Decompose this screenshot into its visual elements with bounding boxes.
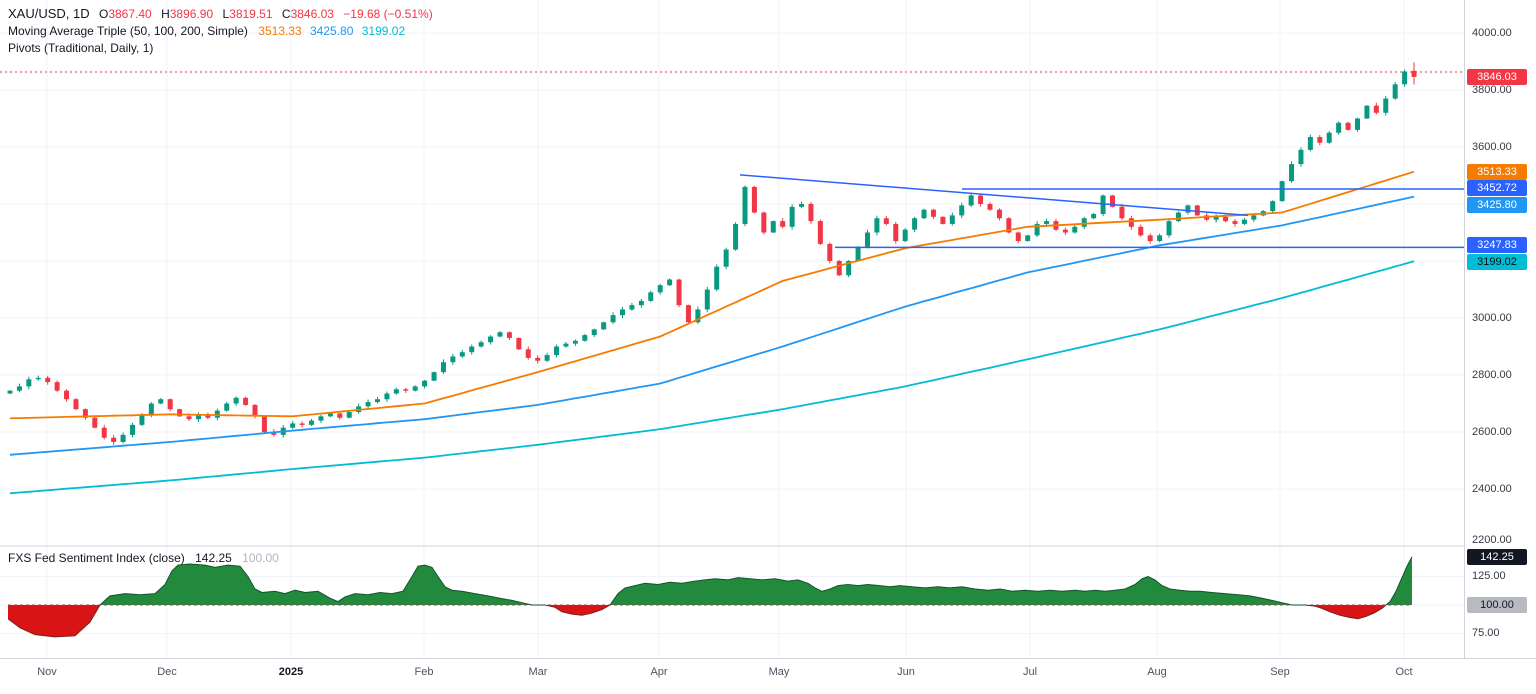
price-axis-label: 75.00 xyxy=(1472,627,1500,639)
sentiment-value: 142.25 xyxy=(195,551,232,565)
price-axis-badge: 3247.83 xyxy=(1467,237,1527,253)
ohlc-h-value: 3896.90 xyxy=(169,7,214,21)
price-axis-badge: 3199.02 xyxy=(1467,254,1527,270)
price-axis-label: 4000.00 xyxy=(1472,27,1512,39)
sentiment-study-title[interactable]: FXS Fed Sentiment Index (close) xyxy=(8,551,185,565)
price-axis-label: 2800.00 xyxy=(1472,369,1512,381)
price-axis-badge: 3425.80 xyxy=(1467,197,1527,213)
time-axis-label: Dec xyxy=(157,666,177,678)
price-axis-label: 3000.00 xyxy=(1472,312,1512,324)
time-axis-label: Aug xyxy=(1147,666,1167,678)
ma-legend-row: Moving Average Triple (50, 100, 200, Sim… xyxy=(8,23,433,40)
ohlc-l-value: 3819.51 xyxy=(229,7,273,21)
price-axis-badge: 3513.33 xyxy=(1467,164,1527,180)
ma200-value: 3199.02 xyxy=(361,24,406,38)
price-axis-label: 2600.00 xyxy=(1472,426,1512,438)
symbol-legend-row: XAU/USD, 1D O3867.40 H3896.90 L3819.51 C… xyxy=(8,5,433,23)
price-axis-badge: 3452.72 xyxy=(1467,180,1527,196)
price-axis-label: 2200.00 xyxy=(1472,534,1512,546)
ohlc-c-label: C xyxy=(281,7,291,21)
price-axis[interactable]: 4000.00 3800.00 3600.00 3000.00 2800.00 2600.… xyxy=(1464,0,1536,658)
price-axis-badge: 3846.03 xyxy=(1467,69,1527,85)
ma-study-title[interactable]: Moving Average Triple (50, 100, 200, Sim… xyxy=(8,24,248,38)
sentiment-area xyxy=(7,556,1413,638)
time-axis-label: 2025 xyxy=(278,666,304,678)
ohlc-h-label: H xyxy=(161,7,170,21)
sentiment-legend: FXS Fed Sentiment Index (close) 142.25 1… xyxy=(8,551,279,565)
ma-line xyxy=(9,170,1415,420)
main-legend: XAU/USD, 1D O3867.40 H3896.90 L3819.51 C… xyxy=(8,5,433,57)
time-axis-label: Mar xyxy=(528,666,548,678)
time-axis[interactable]: Nov Dec 2025 Feb Mar Apr May Jun Jul Aug Sep Oct xyxy=(0,658,1536,694)
ma-line xyxy=(9,195,1415,456)
price-axis-label: 3800.00 xyxy=(1472,84,1512,96)
price-axis-label: 125.00 xyxy=(1472,570,1506,582)
price-change: −19.68 (−0.51%) xyxy=(343,7,433,21)
price-axis-badge: 142.25 xyxy=(1467,549,1527,565)
ma50-value: 3513.33 xyxy=(258,24,302,38)
time-axis-label: May xyxy=(768,666,790,678)
sentiment-baseline-value: 100.00 xyxy=(242,551,279,565)
time-axis-label: Jun xyxy=(897,666,915,678)
price-axis-label: 2400.00 xyxy=(1472,483,1512,495)
symbol-title[interactable]: XAU/USD, 1D xyxy=(8,6,90,21)
ohlc-l-label: L xyxy=(222,7,230,21)
trendlines[interactable] xyxy=(739,174,1464,249)
ohlc-o-value: 3867.40 xyxy=(108,7,152,21)
pivots-legend-row: Pivots (Traditional, Daily, 1) xyxy=(8,40,433,57)
ma100-value: 3425.80 xyxy=(310,24,354,38)
price-axis-label: 3600.00 xyxy=(1472,141,1512,153)
moving-average-lines xyxy=(9,170,1415,495)
time-axis-label: Oct xyxy=(1395,666,1413,678)
time-axis-label: Feb xyxy=(414,666,434,678)
candles-layer xyxy=(7,62,1417,445)
time-axis-label: Nov xyxy=(37,666,57,678)
price-chart-canvas[interactable] xyxy=(0,0,1464,658)
time-axis-label: Apr xyxy=(650,666,668,678)
time-axis-label: Sep xyxy=(1270,666,1290,678)
ohlc-c-value: 3846.03 xyxy=(290,7,334,21)
ma-line xyxy=(9,260,1415,495)
price-axis-badge: 100.00 xyxy=(1467,597,1527,613)
time-axis-label: Jul xyxy=(1022,666,1038,678)
ohlc-o-label: O xyxy=(98,7,109,21)
pivots-study-title[interactable]: Pivots (Traditional, Daily, 1) xyxy=(8,41,154,55)
